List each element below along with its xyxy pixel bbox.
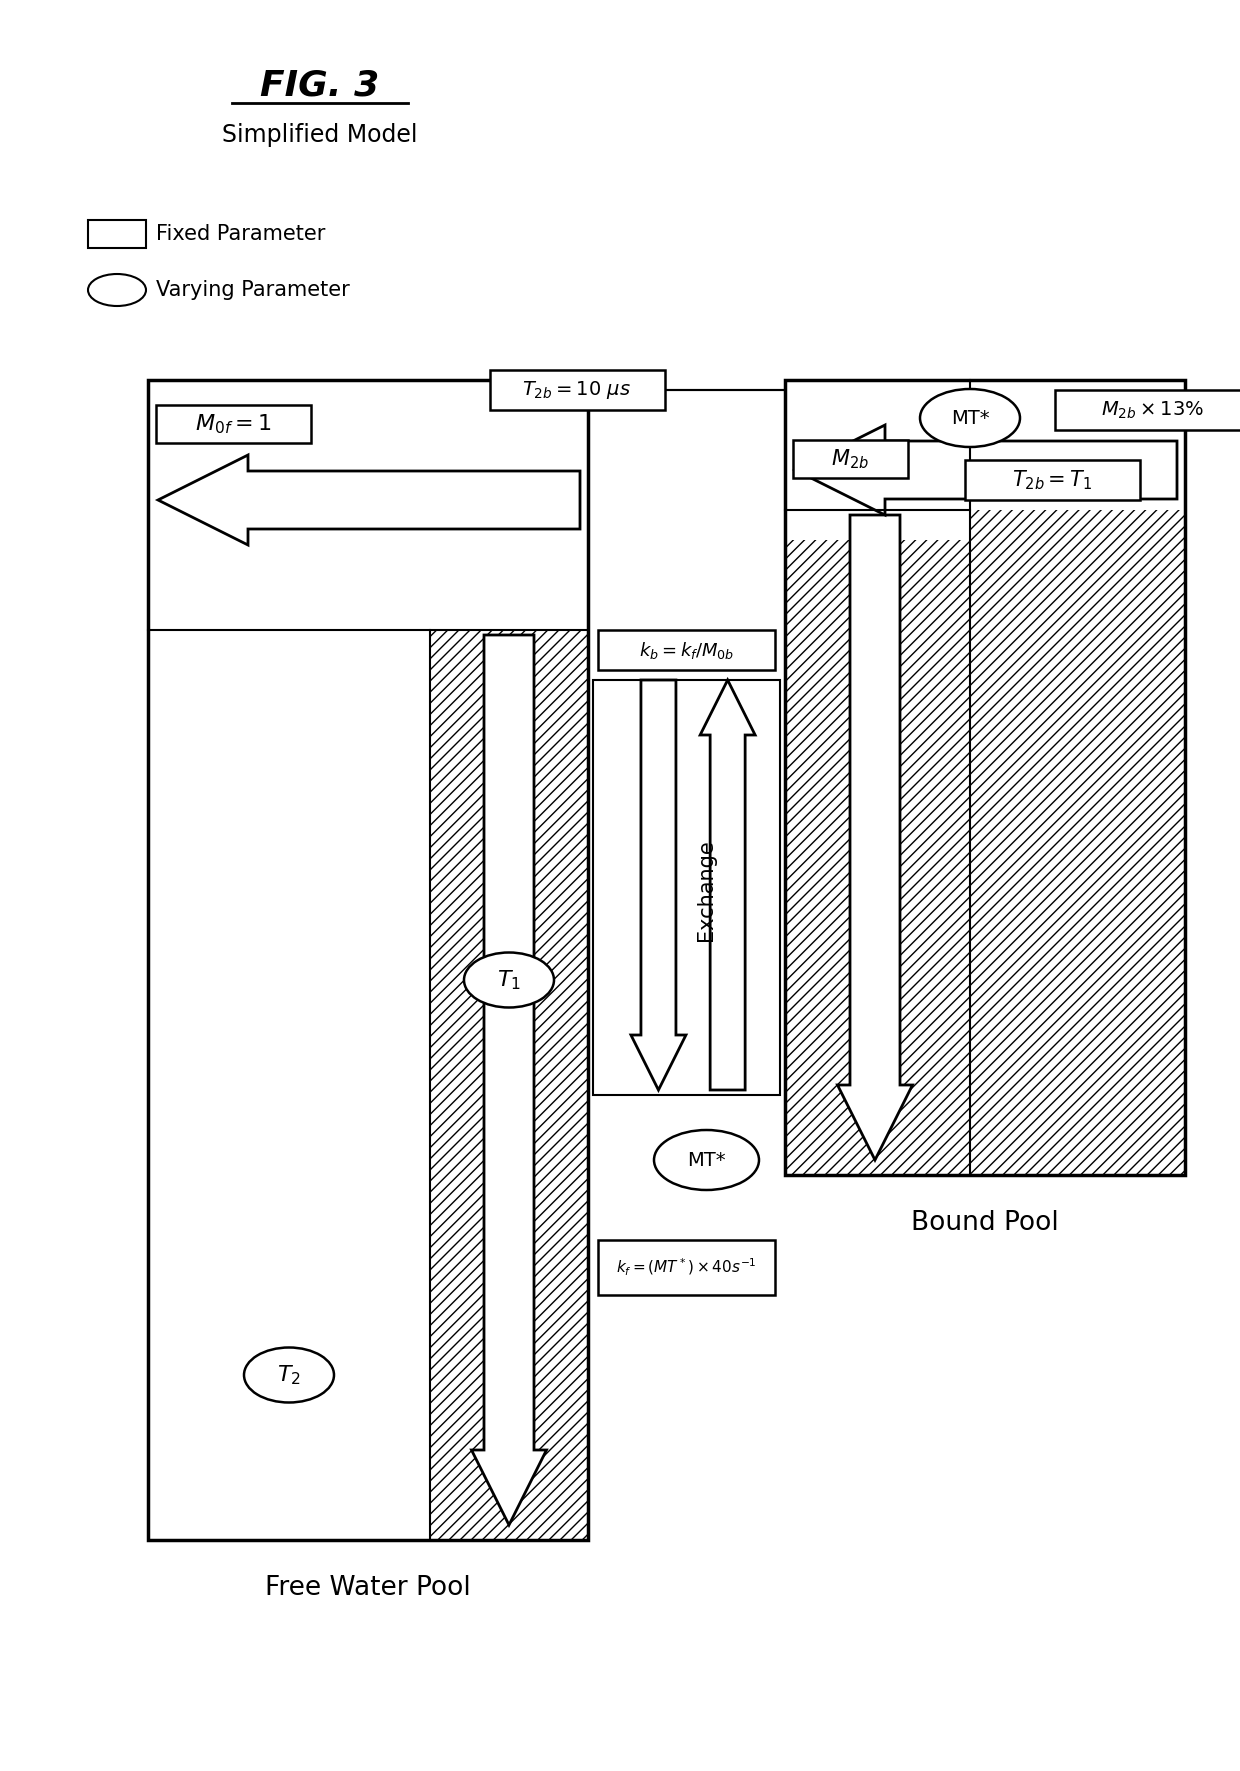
Text: $k_b=k_f / M_{0b}$: $k_b=k_f / M_{0b}$: [639, 639, 734, 661]
Bar: [598, 1240, 775, 1295]
Text: Varying Parameter: Varying Parameter: [156, 280, 350, 299]
Bar: [430, 630, 588, 1541]
Polygon shape: [631, 680, 686, 1089]
Bar: [598, 630, 775, 669]
Text: Bound Pool: Bound Pool: [911, 1210, 1059, 1236]
Polygon shape: [795, 425, 1177, 515]
Bar: [88, 220, 146, 248]
Text: Exchange: Exchange: [697, 839, 717, 940]
Bar: [970, 381, 1185, 1174]
Text: $M_{0f}=1$: $M_{0f}=1$: [195, 413, 272, 436]
Bar: [785, 381, 1185, 1174]
Ellipse shape: [653, 1130, 759, 1190]
Ellipse shape: [244, 1348, 334, 1403]
Text: MT*: MT*: [687, 1151, 725, 1169]
Bar: [156, 406, 311, 443]
Polygon shape: [157, 455, 580, 545]
Text: Fixed Parameter: Fixed Parameter: [156, 223, 325, 244]
Text: $T_1$: $T_1$: [497, 969, 521, 992]
Text: $k_f=(MT^*)\times 40s^{-1}$: $k_f=(MT^*)\times 40s^{-1}$: [616, 1256, 756, 1277]
Ellipse shape: [920, 390, 1021, 446]
Polygon shape: [837, 515, 913, 1160]
Bar: [593, 680, 780, 1094]
Bar: [148, 381, 588, 1541]
Bar: [965, 460, 1140, 499]
Text: MT*: MT*: [951, 409, 990, 427]
Ellipse shape: [88, 275, 146, 306]
Polygon shape: [701, 680, 755, 1089]
Text: $M_{2b}\times 13\%$: $M_{2b}\times 13\%$: [1101, 398, 1204, 421]
Bar: [148, 630, 430, 1541]
Text: Simplified Model: Simplified Model: [222, 122, 418, 147]
Ellipse shape: [464, 953, 554, 1008]
Bar: [490, 370, 665, 411]
Text: $M_{2b}$: $M_{2b}$: [831, 448, 869, 471]
Bar: [148, 381, 588, 630]
Polygon shape: [471, 636, 547, 1525]
Bar: [785, 381, 1185, 510]
Text: Free Water Pool: Free Water Pool: [265, 1574, 471, 1601]
Text: $T_{2b}=T_1$: $T_{2b}=T_1$: [1012, 468, 1092, 492]
Bar: [1055, 390, 1240, 430]
Text: $T_2$: $T_2$: [277, 1364, 301, 1387]
Text: FIG. 3: FIG. 3: [260, 67, 379, 103]
Bar: [794, 439, 908, 478]
Bar: [785, 540, 970, 1174]
Text: $T_{2b}=10\ \mu s$: $T_{2b}=10\ \mu s$: [522, 379, 631, 400]
